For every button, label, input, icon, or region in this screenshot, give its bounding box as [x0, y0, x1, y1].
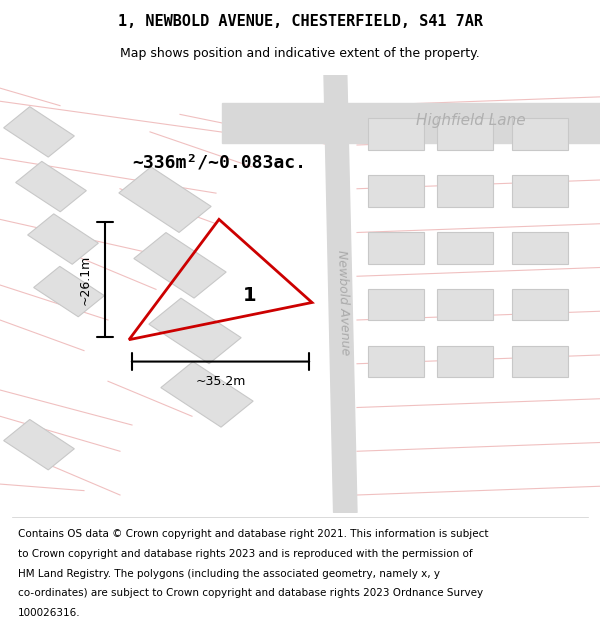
Polygon shape [512, 118, 568, 150]
Polygon shape [512, 175, 568, 207]
Polygon shape [119, 167, 211, 232]
Polygon shape [512, 232, 568, 264]
Text: ~336m²/~0.083ac.: ~336m²/~0.083ac. [132, 154, 306, 171]
Text: ~26.1m: ~26.1m [79, 254, 92, 304]
Text: 1, NEWBOLD AVENUE, CHESTERFIELD, S41 7AR: 1, NEWBOLD AVENUE, CHESTERFIELD, S41 7AR [118, 14, 482, 29]
Polygon shape [134, 232, 226, 298]
Text: Map shows position and indicative extent of the property.: Map shows position and indicative extent… [120, 48, 480, 61]
Polygon shape [368, 118, 424, 150]
Text: co-ordinates) are subject to Crown copyright and database rights 2023 Ordnance S: co-ordinates) are subject to Crown copyr… [18, 589, 483, 599]
Text: 1: 1 [243, 286, 257, 306]
Polygon shape [437, 175, 493, 207]
Text: 100026316.: 100026316. [18, 608, 80, 618]
Polygon shape [512, 346, 568, 378]
Polygon shape [368, 289, 424, 321]
Polygon shape [437, 289, 493, 321]
Text: HM Land Registry. The polygons (including the associated geometry, namely x, y: HM Land Registry. The polygons (includin… [18, 569, 440, 579]
Text: to Crown copyright and database rights 2023 and is reproduced with the permissio: to Crown copyright and database rights 2… [18, 549, 473, 559]
Polygon shape [34, 266, 104, 317]
Text: Newbold Avenue: Newbold Avenue [335, 249, 352, 356]
Polygon shape [512, 289, 568, 321]
Polygon shape [437, 346, 493, 378]
Polygon shape [368, 175, 424, 207]
Polygon shape [149, 298, 241, 364]
Text: Highfield Lane: Highfield Lane [416, 114, 526, 129]
Polygon shape [437, 232, 493, 264]
Polygon shape [324, 75, 357, 512]
Text: Contains OS data © Crown copyright and database right 2021. This information is : Contains OS data © Crown copyright and d… [18, 529, 488, 539]
Polygon shape [161, 362, 253, 427]
Polygon shape [368, 232, 424, 264]
Polygon shape [16, 161, 86, 212]
Polygon shape [4, 107, 74, 157]
Polygon shape [368, 346, 424, 378]
Text: ~35.2m: ~35.2m [196, 375, 245, 388]
Polygon shape [222, 103, 600, 143]
Polygon shape [4, 419, 74, 470]
Polygon shape [437, 118, 493, 150]
Polygon shape [28, 214, 98, 264]
